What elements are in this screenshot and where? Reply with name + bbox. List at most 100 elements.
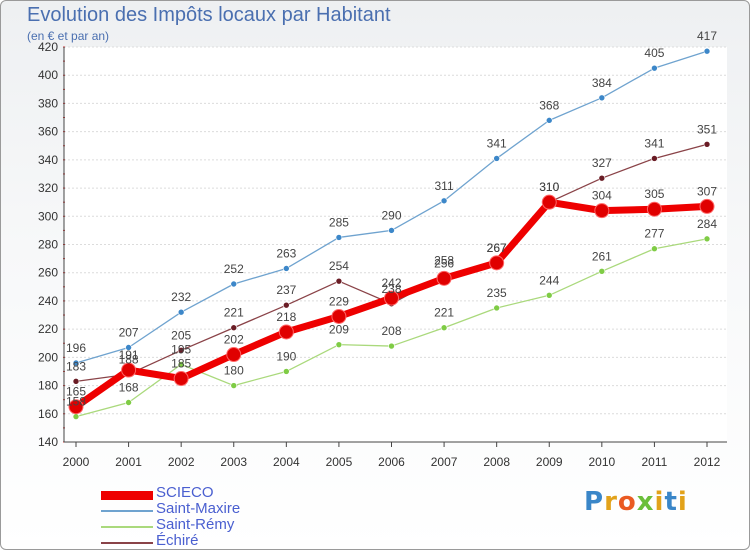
data-point-saint-maxire	[335, 234, 343, 241]
data-point-scieco	[541, 194, 557, 210]
chart-subtitle: (en € et par an)	[27, 29, 110, 43]
data-label-echire: 341	[644, 136, 664, 150]
data-label-echire: 258	[434, 254, 454, 268]
data-point-saint-maxire	[703, 47, 711, 55]
data-point-saint-remy	[230, 382, 238, 389]
data-point-echire	[72, 378, 80, 385]
data-point-saint-remy	[440, 324, 448, 332]
logo-letter: r	[604, 487, 618, 517]
y-tick-label: 320	[38, 181, 58, 195]
data-label-echire: 183	[66, 359, 86, 373]
data-label-saint-remy: 195	[171, 342, 191, 356]
data-point-saint-maxire	[125, 344, 132, 351]
data-label-saint-remy: 244	[539, 273, 559, 287]
data-point-echire	[230, 324, 238, 332]
logo-letter: o	[617, 487, 637, 517]
y-tick-label: 220	[38, 322, 58, 336]
x-tick-label: 2004	[273, 455, 300, 469]
data-label-saint-remy: 158	[66, 395, 86, 409]
x-tick-label: 2000	[63, 455, 90, 469]
x-tick-label: 2011	[642, 455, 668, 469]
data-point-saint-maxire	[493, 155, 500, 162]
data-point-echire	[177, 347, 185, 354]
data-label-scieco: 218	[276, 310, 296, 324]
data-label-saint-maxire: 311	[435, 179, 454, 193]
data-point-echire	[703, 141, 711, 148]
data-point-echire	[283, 301, 290, 309]
x-tick-label: 2012	[694, 455, 721, 469]
data-label-saint-remy: 261	[592, 249, 612, 263]
data-point-saint-remy	[177, 361, 185, 368]
data-label-scieco: 310	[539, 180, 559, 194]
data-point-saint-maxire	[230, 280, 238, 288]
data-point-echire	[335, 277, 343, 285]
x-tick-label: 2007	[431, 455, 458, 469]
data-label-saint-maxire: 384	[592, 76, 612, 90]
legend-swatch	[101, 526, 153, 528]
data-label-saint-remy: 208	[381, 324, 401, 338]
data-label-echire: 238	[381, 282, 401, 296]
data-label-saint-remy: 168	[119, 381, 139, 395]
data-point-scieco	[121, 362, 137, 378]
data-point-echire	[598, 174, 606, 182]
data-label-scieco: 242	[381, 276, 401, 290]
data-label-echire: 310	[539, 180, 559, 194]
data-label-saint-remy: 277	[644, 227, 664, 241]
x-tick-label: 2005	[326, 455, 353, 469]
data-label-saint-maxire: 207	[119, 325, 139, 339]
data-label-scieco: 267	[487, 241, 507, 255]
data-point-echire	[651, 155, 658, 162]
y-tick-label: 260	[38, 266, 58, 280]
data-label-echire: 221	[224, 306, 244, 320]
legend-swatch	[101, 490, 153, 500]
data-label-saint-remy: 221	[434, 306, 454, 320]
y-tick-label: 240	[38, 294, 58, 308]
data-label-echire: 351	[697, 122, 717, 136]
data-label-saint-remy: 209	[329, 323, 349, 337]
logo-letter: i	[654, 487, 665, 517]
data-label-echire: 254	[329, 259, 349, 273]
data-point-scieco	[436, 270, 452, 286]
y-tick-label: 360	[38, 125, 58, 139]
logo-letter: i	[677, 487, 688, 517]
y-tick-label: 380	[38, 96, 58, 110]
data-label-saint-remy: 180	[224, 364, 244, 378]
y-tick-label: 160	[38, 407, 58, 421]
x-tick-label: 2010	[588, 455, 615, 469]
data-point-saint-remy	[703, 235, 711, 243]
data-label-saint-remy: 235	[487, 286, 507, 300]
logo-letter: t	[664, 487, 678, 517]
data-point-saint-maxire	[545, 117, 553, 124]
data-label-scieco: 256	[434, 256, 454, 270]
data-point-scieco	[331, 308, 347, 324]
y-tick-label: 180	[38, 379, 58, 393]
x-tick-label: 2002	[168, 455, 195, 469]
y-tick-label: 300	[38, 209, 58, 223]
data-label-saint-maxire: 196	[66, 341, 86, 355]
y-tick-label: 400	[38, 68, 58, 82]
data-label-echire: 205	[171, 328, 191, 342]
x-tick-label: 2001	[115, 455, 142, 469]
legend-swatch	[101, 510, 153, 512]
data-point-scieco	[278, 324, 294, 340]
legend-label: Saint-Maxire	[156, 500, 241, 517]
y-tick-label: 140	[38, 435, 58, 449]
data-point-saint-maxire	[651, 64, 658, 72]
data-label-scieco: 229	[329, 294, 349, 308]
data-label-echire: 267	[487, 241, 507, 255]
data-label-scieco: 165	[66, 385, 86, 399]
data-label-saint-maxire: 405	[644, 46, 664, 60]
proxiti-logo: Proxiti	[584, 487, 688, 517]
y-tick-label: 200	[38, 350, 58, 364]
data-point-saint-maxire	[72, 359, 80, 367]
data-label-echire: 237	[276, 283, 296, 297]
legend-label: Échiré	[156, 532, 199, 549]
logo-letter: x	[636, 487, 655, 517]
x-tick-label: 2008	[483, 455, 510, 469]
data-label-saint-maxire: 232	[171, 290, 191, 304]
data-label-saint-maxire: 341	[487, 136, 507, 150]
data-point-saint-maxire	[388, 227, 395, 234]
data-label-saint-maxire: 263	[276, 246, 296, 260]
